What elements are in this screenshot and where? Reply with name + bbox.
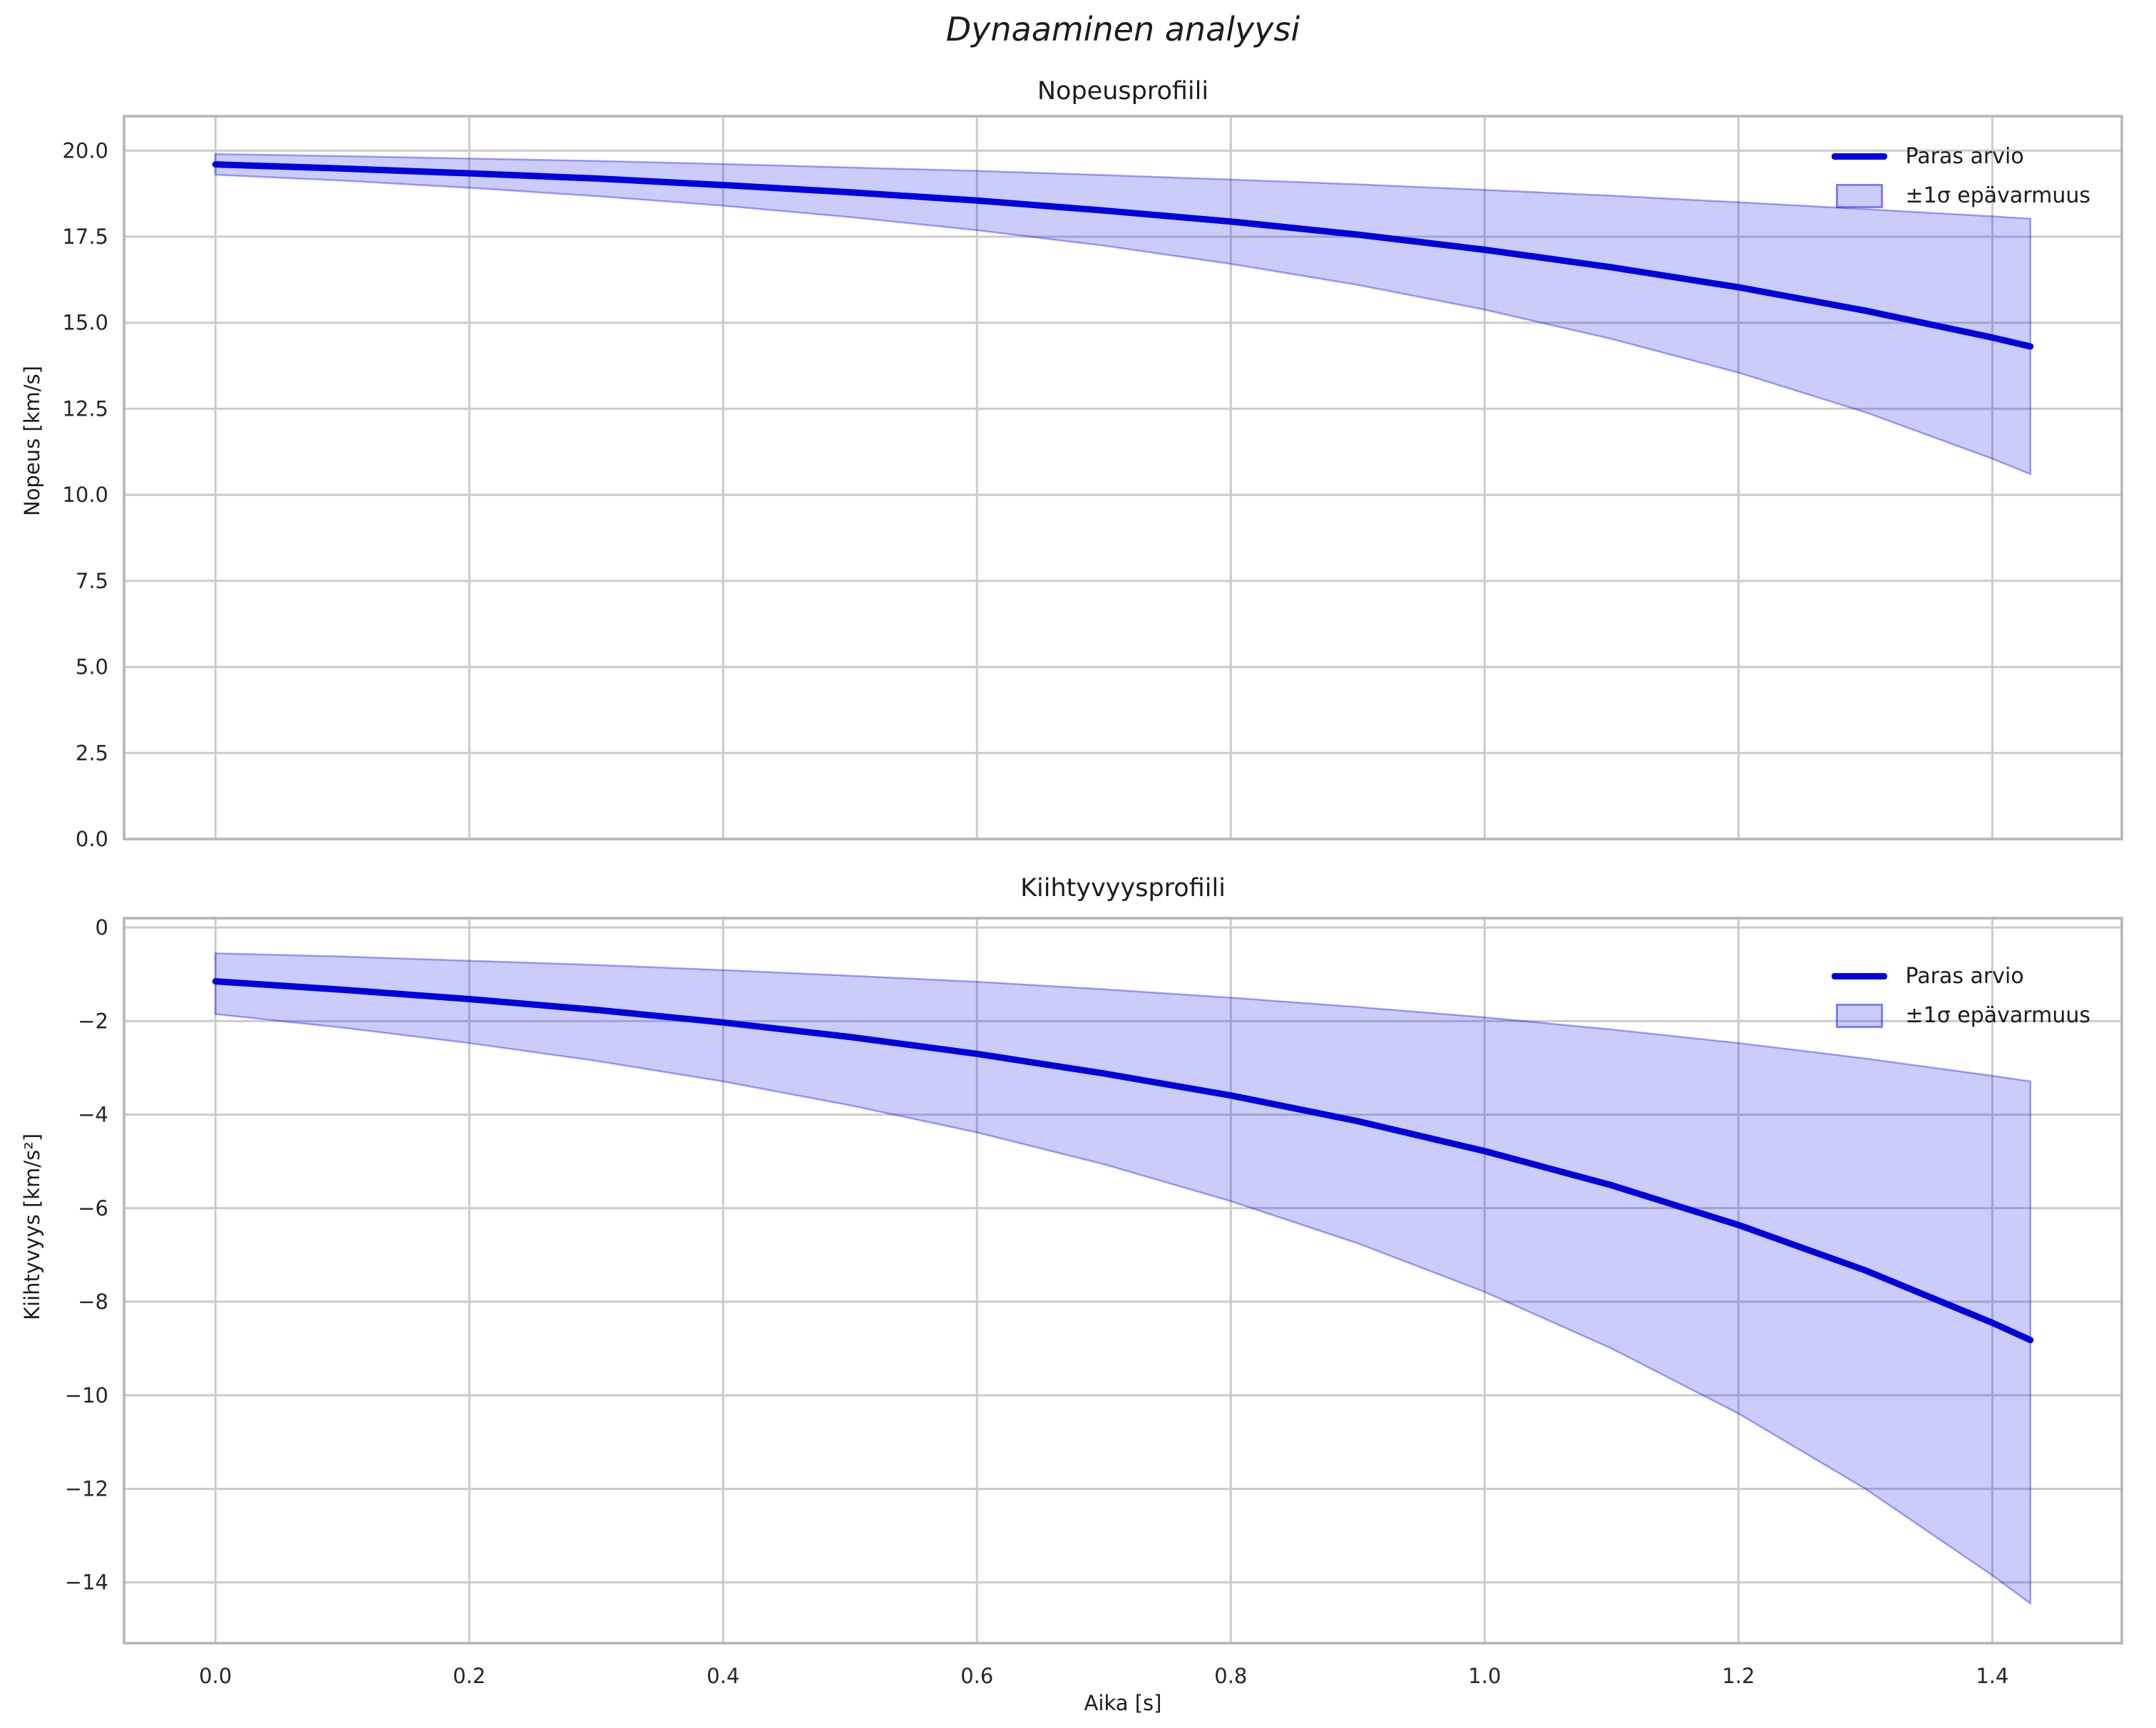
y-tick-label: −2 [78,1009,108,1033]
y-tick-label: −4 [78,1103,108,1127]
legend-entry-uncertainty: ±1σ epävarmuus [1832,183,2090,208]
x-tick-label: 0.4 [707,1664,739,1688]
axes-spines [123,115,2123,840]
velocity-legend: Paras arvio ±1σ epävarmuus [1831,144,2090,208]
line-swatch-icon [1831,153,1887,160]
y-tick-label: −6 [78,1196,108,1220]
y-tick-label: 0 [96,915,108,940]
legend-label: Paras arvio [1905,964,2024,989]
y-tick-label: −14 [65,1570,108,1595]
x-tick-label: 1.4 [1976,1664,2008,1688]
x-tick-label: 0.0 [199,1664,232,1688]
x-axis-label: Aika [s] [1084,1691,1162,1715]
x-tick-label: 0.6 [960,1664,993,1688]
x-tick-label: 0.2 [453,1664,486,1688]
x-tick-label: 1.2 [1722,1664,1755,1688]
uncertainty-band [214,153,2032,476]
best-estimate-line [212,161,2034,350]
y-tick-label: −10 [65,1383,108,1407]
legend-entry-best-estimate: Paras arvio [1831,964,2024,989]
legend-label: Paras arvio [1905,144,2024,169]
y-tick-label: 12.5 [62,396,108,421]
figure-title: Dynaaminen analyysi [945,10,1300,48]
legend-entry-uncertainty: ±1σ epävarmuus [1832,1003,2090,1028]
legend-label: ±1σ epävarmuus [1905,183,2090,208]
y-tick-label: 2.5 [76,741,108,765]
y-tick-label: −8 [78,1290,108,1314]
y-tick-label: 7.5 [76,569,108,593]
x-tick-label: 0.8 [1214,1664,1247,1688]
velocity-y-axis-label: Nopeus [km/s] [20,366,44,516]
y-tick-label: 5.0 [76,655,108,679]
line-swatch-icon [1831,973,1887,979]
band-swatch-icon [1832,183,1887,208]
y-tick-label: 15.0 [62,311,108,335]
acceleration-y-axis-label: Kiihtyvyys [km/s²] [20,1133,44,1320]
uncertainty-band [214,952,2032,1605]
acceleration-legend: Paras arvio ±1σ epävarmuus [1831,964,2090,1028]
band-swatch-icon [1832,1003,1887,1028]
velocity-chart-title: Nopeusprofiili [1037,77,1209,106]
acceleration-chart-title: Kiihtyvyysprofiili [1020,874,1226,902]
y-tick-label: −12 [65,1476,108,1501]
best-estimate-line [212,978,2034,1344]
legend-entry-best-estimate: Paras arvio [1831,144,2024,169]
axes-spines [123,917,2123,1645]
y-tick-label: 0.0 [76,827,108,851]
axes-acceleration: 0 −2 −4 −6 −8 −10 −12 −14 0.0 0.2 0.4 0.6 0.8 1.0 1.2 1… [65,915,2123,1688]
y-tick-label: 10.0 [62,483,108,507]
y-tick-label: 17.5 [62,225,108,249]
y-tick-label: 20.0 [62,138,108,163]
axes-velocity: 0.0 2.5 5.0 7.5 10.0 12.5 15.0 17.5 20.0 [62,115,2123,851]
legend-label: ±1σ epävarmuus [1905,1003,2090,1028]
x-tick-label: 1.0 [1468,1664,1501,1688]
